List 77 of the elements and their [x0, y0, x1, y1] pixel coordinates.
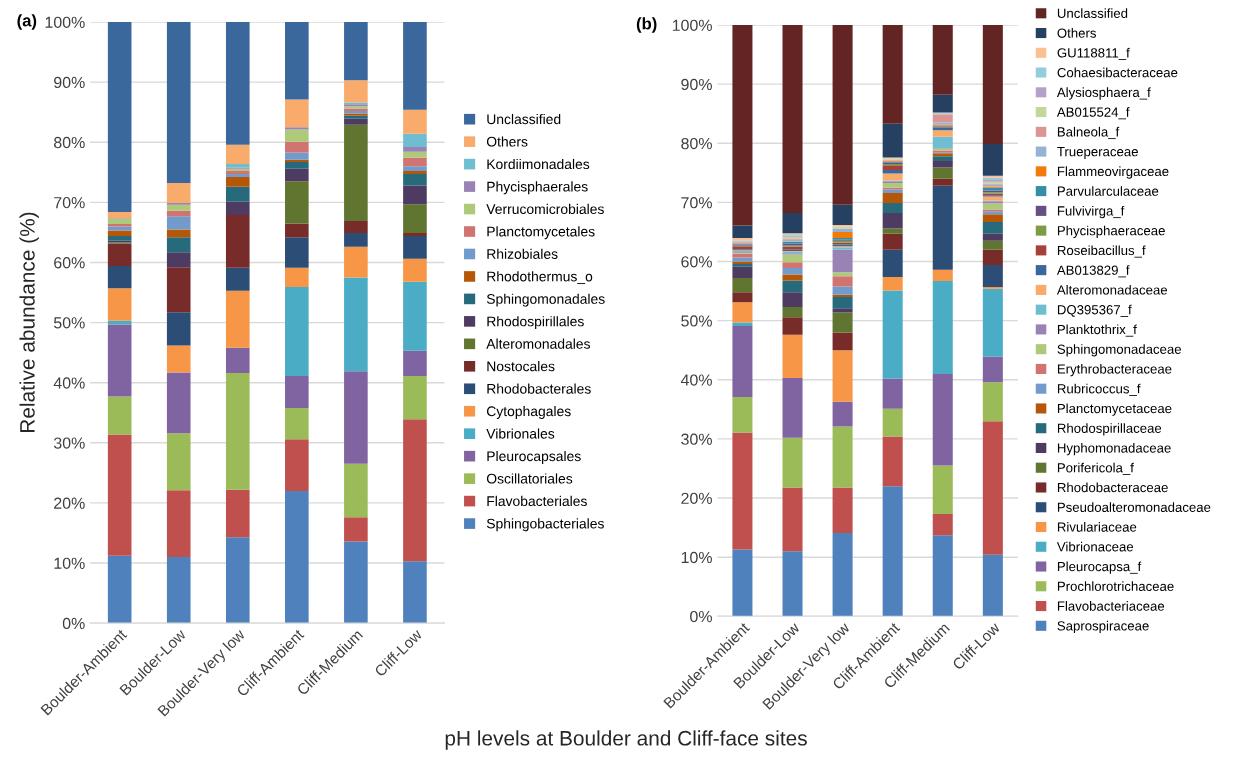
legend-label: Roseibacillus_f [1057, 245, 1146, 258]
y-tick-label: 100% [45, 16, 85, 28]
legend-label: Parvularculaceae [1057, 186, 1159, 196]
legend-label: Rhodothermus_o [487, 271, 593, 285]
y-tick-label: 100% [672, 19, 712, 31]
legend-label: Sphingomonadales [486, 293, 605, 307]
legend-label: Kordiimonadales [487, 158, 590, 170]
legend-label: Planctomycetales [487, 226, 595, 240]
legend-label: Vibrionaceae [1056, 541, 1134, 552]
legend-label: Vibrionales [486, 428, 555, 439]
legend-label: Alysiosphaera_f [1056, 87, 1151, 100]
legend-label: Alteromonadales [486, 338, 590, 349]
y-tick-label: 40% [53, 377, 85, 389]
legend-label: Others [1057, 28, 1096, 38]
legend-label: Sphingobacteriales [486, 518, 604, 532]
legend-label: Trueperaceae [1057, 147, 1138, 159]
y-tick-label: 80% [54, 136, 85, 149]
legend-label: Phycisphaerales [487, 181, 588, 195]
legend-label: Others [486, 136, 528, 147]
y-tick-label: 0% [62, 617, 85, 630]
legend-label: Nostocales [487, 361, 555, 372]
legend-label: Hyphomonadaceae [1057, 442, 1171, 456]
legend-label: Pseudoalteromonadaceae [1057, 502, 1211, 512]
legend-label: Oscillatoriales [486, 473, 573, 484]
legend-label: AB013829_f [1056, 265, 1130, 278]
chart-title: (b) [636, 17, 657, 33]
y-tick-label: 40% [680, 374, 712, 386]
legend-label: AB015524_f [1056, 107, 1130, 120]
legend-label: DQ395367_f [1057, 304, 1132, 317]
y-tick-label: 60% [681, 256, 712, 268]
legend-label: Cytophagales [486, 406, 571, 419]
y-tick-label: 50% [681, 315, 712, 327]
legend-label: Sphingomonadaceae [1057, 344, 1181, 357]
y-tick-label: 70% [54, 196, 85, 209]
legend-label: Rubricoccus_f [1057, 383, 1141, 396]
legend-label: Verrucomicrobiales [486, 203, 604, 215]
y-tick-label: 10% [681, 551, 712, 564]
y-tick-label: 10% [54, 557, 85, 569]
legend-label: Flavobacteriaceae [1057, 601, 1165, 611]
y-tick-label: 90% [54, 76, 85, 89]
y-tick-label: 90% [681, 78, 712, 91]
legend-label: Erythrobacteraceae [1057, 363, 1172, 377]
legend-label: Rhodospirillaceae [1057, 423, 1162, 436]
legend-label: Rhizobiales [487, 248, 558, 259]
legend-label: Fulvivirga_f [1057, 205, 1125, 219]
legend-label: Pleurocapsa_f [1057, 561, 1142, 574]
legend-label: Rivulariaceae [1057, 522, 1137, 532]
legend-label: Cohaesibacteraceae [1057, 67, 1178, 78]
legend-label: Unclassified [1057, 8, 1128, 18]
legend-label: Unclassified [487, 113, 561, 125]
chart-title: (a) [17, 14, 37, 30]
y-tick-label: 20% [681, 492, 712, 504]
y-tick-label: 80% [681, 137, 712, 150]
y-axis-title: Relative abundance (%) [19, 212, 39, 433]
y-tick-label: 60% [54, 257, 85, 269]
y-tick-label: 70% [681, 197, 712, 209]
legend-label: Rhodospirillales [487, 316, 584, 330]
legend-label: Saprospiraceae [1057, 620, 1149, 634]
legend-label: Alteromonadaceae [1056, 284, 1168, 295]
legend-label: Flavobacteriales [487, 495, 587, 507]
y-tick-label: 30% [681, 433, 712, 445]
y-tick-label: 20% [54, 497, 85, 509]
legend-label: Planktothrix_f [1057, 324, 1137, 337]
legend-label: Porifericola_f [1057, 462, 1134, 475]
legend-label: Phycisphaeraceae [1057, 225, 1165, 238]
legend-label: GU118811_f [1057, 47, 1130, 60]
legend-label: Pleurocapsales [487, 450, 581, 464]
x-axis-title: pH levels at Boulder and Cliff-face sites [445, 730, 807, 750]
y-tick-label: 30% [53, 437, 85, 449]
y-tick-label: 50% [53, 317, 85, 329]
legend-label: Prochlorotrichaceae [1057, 581, 1174, 591]
legend-label: Rhodobacteraceae [1057, 482, 1168, 493]
legend-label: Planctomycetaceae [1057, 403, 1172, 416]
legend-label: Balneola_f [1057, 126, 1120, 140]
legend-label: Flammeovirgaceae [1057, 166, 1169, 179]
y-tick-label: 0% [690, 610, 712, 623]
legend-label: Rhodobacterales [487, 383, 591, 394]
